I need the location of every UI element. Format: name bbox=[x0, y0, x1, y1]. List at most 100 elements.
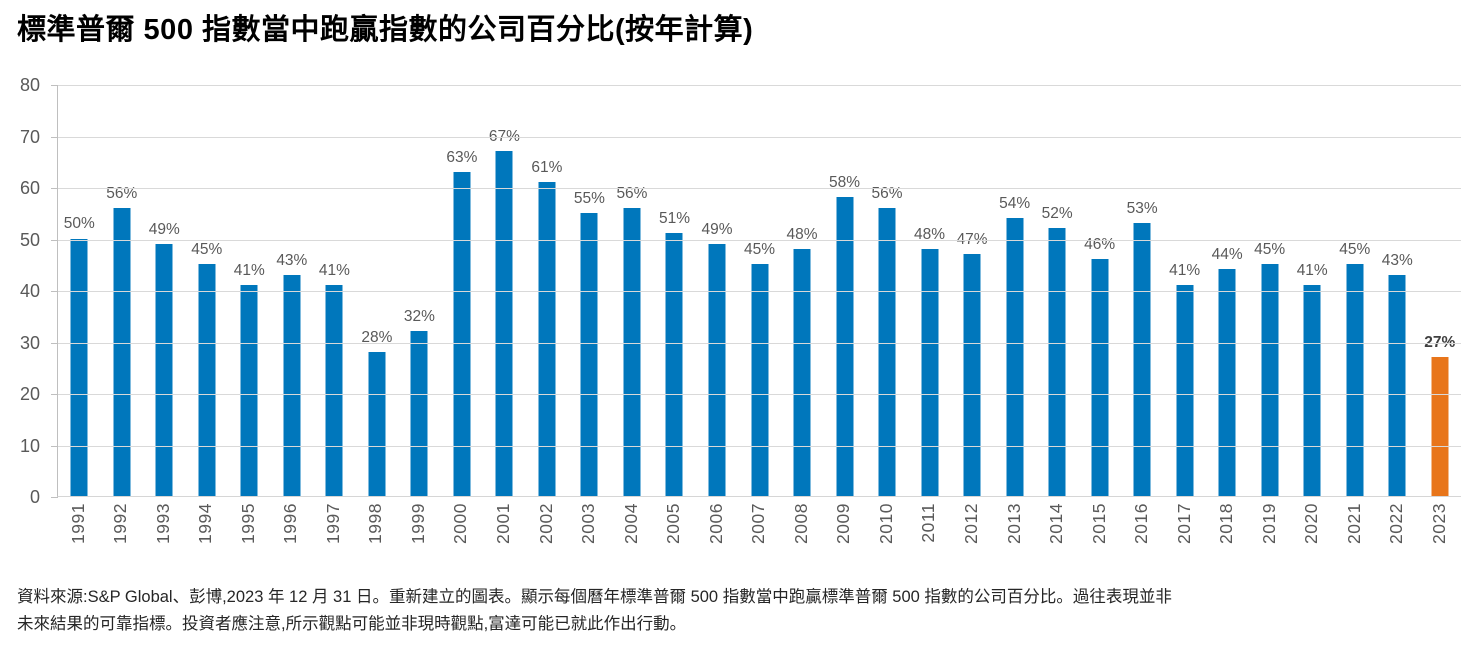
bar bbox=[708, 243, 726, 496]
bar-slot: 48% bbox=[908, 85, 951, 496]
bar-slot: 47% bbox=[951, 85, 994, 496]
x-tick-label: 2015 bbox=[1088, 503, 1109, 544]
source-note: 資料來源:S&P Global、彭博,2023 年 12 月 31 日。重新建立… bbox=[17, 584, 1465, 638]
bar bbox=[240, 284, 258, 496]
x-tick: 1995 bbox=[227, 503, 270, 575]
bar-slot: 58% bbox=[823, 85, 866, 496]
gridline bbox=[58, 85, 1461, 86]
bar bbox=[580, 212, 598, 496]
bar-value-label: 45% bbox=[1254, 241, 1286, 259]
x-tick: 2003 bbox=[568, 503, 611, 575]
bar bbox=[665, 233, 683, 496]
y-tick-label: 20 bbox=[19, 384, 40, 404]
x-tick-label: 2021 bbox=[1343, 503, 1364, 544]
x-tick: 1992 bbox=[100, 503, 143, 575]
x-tick: 2022 bbox=[1376, 503, 1419, 575]
bar-slot: 27% bbox=[1419, 85, 1462, 496]
x-tick: 2000 bbox=[440, 503, 483, 575]
bar bbox=[1388, 274, 1406, 496]
x-tick: 2019 bbox=[1248, 503, 1291, 575]
x-axis: 1991 1992 1993 1994 1995 1996 1997 1998 1999 2000… bbox=[57, 503, 1461, 575]
x-tick-label: 2001 bbox=[492, 503, 513, 544]
bar bbox=[836, 197, 854, 496]
bar-slot: 41% bbox=[228, 85, 271, 496]
bar-slot: 41% bbox=[1291, 85, 1334, 496]
x-tick: 1991 bbox=[57, 503, 100, 575]
x-tick-label: 2007 bbox=[748, 503, 769, 544]
bar-value-label: 61% bbox=[531, 158, 563, 176]
bar-value-label: 49% bbox=[148, 220, 180, 238]
x-tick: 1998 bbox=[355, 503, 398, 575]
x-tick: 2016 bbox=[1121, 503, 1164, 575]
bar bbox=[368, 351, 386, 496]
bar-slot: 50% bbox=[58, 85, 101, 496]
x-tick: 2021 bbox=[1333, 503, 1376, 575]
x-tick: 2001 bbox=[482, 503, 525, 575]
bar bbox=[325, 284, 343, 496]
x-tick-label: 1999 bbox=[407, 503, 428, 544]
bar-value-label: 58% bbox=[829, 174, 861, 192]
bar-slot: 63% bbox=[441, 85, 484, 496]
bar-slot: 45% bbox=[738, 85, 781, 496]
bar bbox=[198, 264, 216, 496]
bar bbox=[1261, 264, 1279, 496]
bar-slot: 49% bbox=[696, 85, 739, 496]
x-tick: 2002 bbox=[525, 503, 568, 575]
x-tick: 2010 bbox=[865, 503, 908, 575]
bar bbox=[1218, 269, 1236, 496]
bar-slot: 48% bbox=[781, 85, 824, 496]
x-tick: 1999 bbox=[397, 503, 440, 575]
bar-value-label: 52% bbox=[1041, 205, 1073, 223]
x-tick-label: 2022 bbox=[1386, 503, 1407, 544]
y-tick bbox=[51, 136, 58, 138]
bar bbox=[113, 207, 131, 496]
x-tick-label: 2005 bbox=[663, 503, 684, 544]
bar-value-label: 45% bbox=[1339, 241, 1371, 259]
bar bbox=[751, 264, 768, 496]
y-axis: 0 10 20 30 40 50 60 70 80 bbox=[0, 76, 48, 506]
x-tick: 2020 bbox=[1291, 503, 1334, 575]
x-tick: 2023 bbox=[1419, 503, 1462, 575]
x-tick-label: 2008 bbox=[790, 503, 811, 544]
x-tick: 2004 bbox=[610, 503, 653, 575]
x-tick: 2007 bbox=[738, 503, 781, 575]
x-tick: 1994 bbox=[185, 503, 228, 575]
x-tick-label: 2016 bbox=[1131, 503, 1152, 544]
bar-slot: 54% bbox=[993, 85, 1036, 496]
y-tick bbox=[51, 291, 58, 292]
x-tick: 2011 bbox=[908, 503, 951, 575]
bar bbox=[538, 181, 556, 496]
x-tick-label: 2018 bbox=[1216, 503, 1237, 544]
bar bbox=[70, 238, 88, 496]
y-tick-label: 80 bbox=[19, 75, 40, 95]
bar-value-label: 51% bbox=[658, 210, 690, 228]
bar-value-label: 44% bbox=[1211, 246, 1243, 264]
bar-value-label: 32% bbox=[403, 308, 435, 326]
bar-slot: 49% bbox=[143, 85, 186, 496]
x-tick-label: 2010 bbox=[875, 503, 896, 544]
bar-value-label: 55% bbox=[573, 189, 605, 207]
x-tick-label: 2002 bbox=[535, 503, 556, 544]
chart-title: 標準普爾 500 指數當中跑贏指數的公司百分比(按年計算) bbox=[17, 14, 754, 46]
bar-value-label: 27% bbox=[1424, 333, 1456, 351]
bar bbox=[155, 243, 173, 496]
y-tick bbox=[51, 342, 58, 344]
y-tick-label: 60 bbox=[19, 178, 40, 198]
x-tick: 1997 bbox=[312, 503, 355, 575]
y-tick bbox=[51, 394, 58, 395]
bar bbox=[495, 150, 513, 496]
x-tick-label: 2019 bbox=[1258, 503, 1279, 544]
y-tick-label: 50 bbox=[19, 229, 40, 250]
y-tick-label: 0 bbox=[29, 487, 40, 507]
gridline bbox=[58, 136, 1461, 138]
bar-slot: 41% bbox=[1163, 85, 1206, 496]
bar bbox=[1133, 223, 1151, 496]
bar bbox=[793, 248, 811, 496]
bar-slot: 51% bbox=[653, 85, 696, 496]
x-tick-label: 1995 bbox=[237, 503, 258, 544]
x-tick-label: 2009 bbox=[833, 503, 854, 544]
bar-slot: 52% bbox=[1036, 85, 1079, 496]
bar-slot: 55% bbox=[568, 85, 611, 496]
plot-area: 50% 56% 49% 45% 41% 43% 41% 28% 32% 63% 67% 61% 55% 5… bbox=[51, 85, 1462, 498]
